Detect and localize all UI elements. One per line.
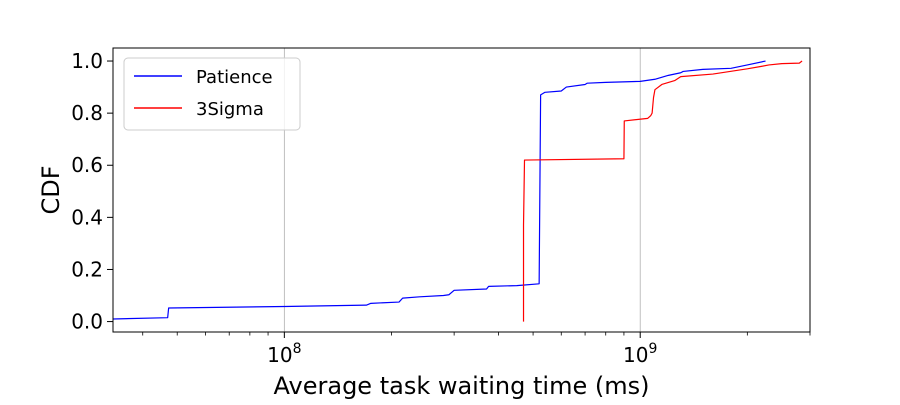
legend-label-patience: Patience	[196, 67, 273, 88]
y-axis-title: CDF	[37, 165, 65, 214]
legend: Patience 3Sigma	[123, 57, 301, 131]
x-tick-exponent: 9	[648, 341, 657, 357]
y-axis-ticks: 0.0 0.2 0.4 0.6 0.8 1.0	[71, 49, 113, 334]
x-tick-label: 109	[623, 341, 657, 367]
series-line-patience	[112, 60, 766, 320]
plot-frame	[112, 47, 811, 333]
x-tick-base: 10	[267, 343, 292, 367]
y-tick-label: 0.4	[71, 205, 103, 229]
y-tick-label: 0.6	[71, 153, 103, 177]
y-tick-label: 0.2	[71, 257, 103, 281]
x-tick-label: 108	[267, 341, 301, 367]
x-tick-exponent: 8	[293, 341, 302, 357]
y-tick-label: 0.0	[71, 310, 103, 334]
x-tick-base: 10	[623, 343, 648, 367]
y-tick-label: 1.0	[71, 49, 103, 73]
y-tick-label: 0.8	[71, 101, 103, 125]
x-axis-title: Average task waiting time (ms)	[274, 372, 650, 400]
series-line-3sigma	[522, 60, 803, 322]
legend-label-3sigma: 3Sigma	[196, 99, 264, 120]
series-lines	[112, 60, 803, 322]
x-axis-ticks: 108 109	[142, 332, 811, 367]
